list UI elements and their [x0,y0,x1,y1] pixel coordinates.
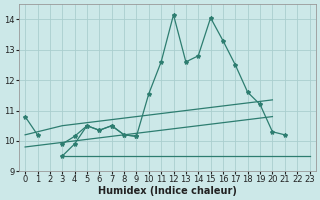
X-axis label: Humidex (Indice chaleur): Humidex (Indice chaleur) [98,186,237,196]
